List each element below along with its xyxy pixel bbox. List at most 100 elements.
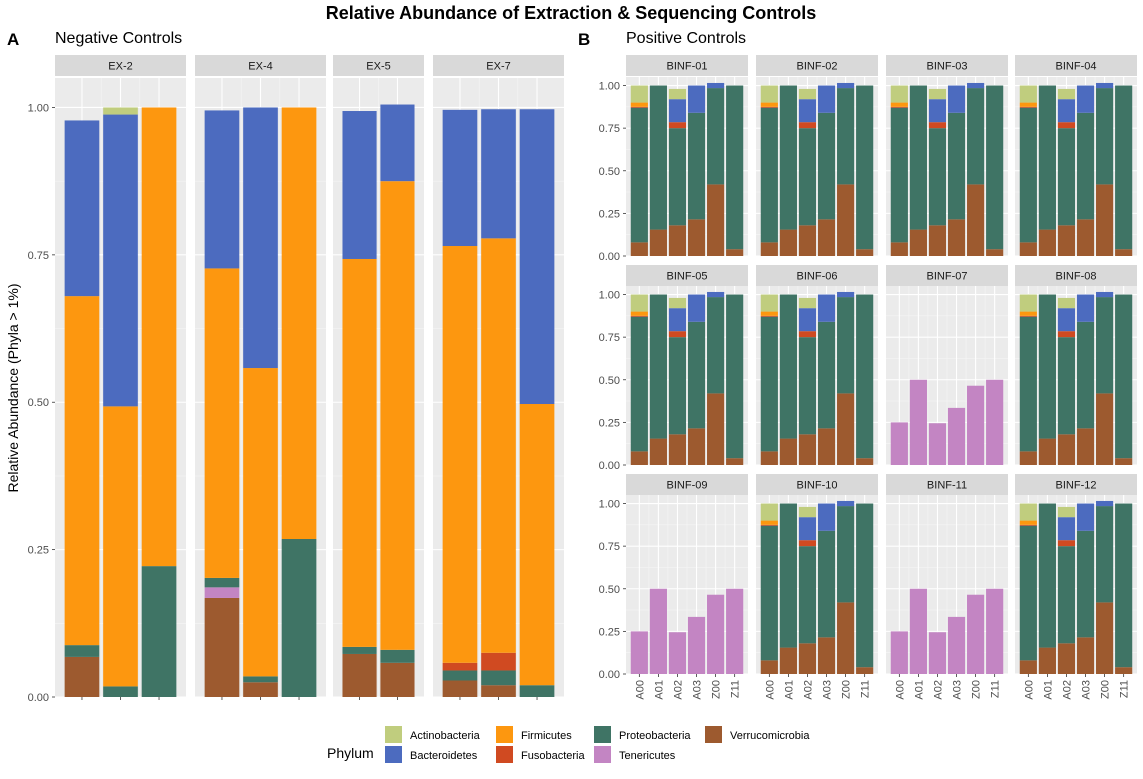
facet-ex-7-bar-2-firmicutes	[481, 238, 516, 653]
facet-binf-08-bar-3-fusobacteria	[1057, 331, 1076, 338]
facet-binf-11-strip-label: BINF-11	[927, 480, 967, 492]
facet-binf-05-bar-6	[726, 294, 744, 465]
y-axis-title: Relative Abundance (Phyla > 1%)	[5, 284, 21, 493]
facet-binf-02-strip-label: BINF-02	[797, 61, 838, 73]
facet-binf-04-strip-label: BINF-04	[1056, 61, 1097, 73]
facet-binf-04-strip-bg	[1015, 55, 1137, 76]
facet-binf-12-x-tick-label: Z11	[1119, 680, 1131, 698]
facet-ex-5-bar-1	[342, 111, 377, 697]
facet-ex-2-strip-bg	[55, 55, 186, 76]
facet-binf-09-y-tick-label: 0.50	[599, 584, 620, 596]
facet-binf-12-bar-1-verrucomicrobia	[1019, 660, 1037, 674]
figure-title: Relative Abundance of Extraction & Seque…	[326, 3, 816, 23]
facet-binf-03-bar-1-actinobacteria	[890, 85, 908, 103]
facet-ex-2-bar-3-firmicutes	[141, 107, 177, 567]
facet-binf-04-bar-1-proteobacteria	[1019, 107, 1037, 243]
facet-binf-04-strip: BINF-04	[1015, 55, 1137, 76]
facet-binf-02-bar-1-firmicutes	[760, 102, 778, 107]
facet-binf-05-bar-2	[649, 294, 667, 465]
facet-ex-5-strip-label: EX-5	[366, 61, 390, 73]
facet-binf-01-bar-2	[649, 85, 667, 256]
panel-b-letter: B	[578, 30, 590, 49]
facet-binf-05-bar-4	[687, 294, 706, 465]
facet-binf-02-bar-3-actinobacteria	[798, 88, 817, 100]
facet-binf-09-x-tick-label: A01	[653, 680, 665, 700]
facet-binf-10-bar-6-verrucomicrobia	[856, 667, 874, 674]
facet-binf-03-bar-3-actinobacteria	[928, 88, 947, 100]
facet-binf-03-bar-3-proteobacteria	[928, 128, 947, 226]
facet-binf-08-bar-3	[1057, 297, 1076, 465]
facet-binf-10-strip: BINF-10	[756, 474, 878, 495]
facet-binf-04-bar-6-verrucomicrobia	[1115, 249, 1133, 256]
facet-binf-04-bar-3-proteobacteria	[1057, 128, 1076, 226]
facet-binf-02-bar-1-verrucomicrobia	[760, 242, 778, 256]
facet-binf-04-bar-4-bacteroidetes	[1076, 85, 1095, 113]
facet-binf-03-bar-5-proteobacteria	[967, 88, 985, 185]
facet-binf-04-bar-5-proteobacteria	[1096, 88, 1114, 185]
facet-binf-07-strip-bg	[886, 265, 1008, 286]
facet-binf-12-x-tick-label: A03	[1081, 680, 1093, 700]
facet-binf-09-bar-6	[726, 588, 744, 674]
facet-ex-4-bar-3	[281, 107, 317, 697]
facet-binf-10-strip-bg	[756, 474, 878, 495]
facet-binf-09-strip-label: BINF-09	[667, 480, 708, 492]
facet-binf-07-strip-label: BINF-07	[927, 271, 968, 283]
facet-binf-04-bar-4-verrucomicrobia	[1076, 219, 1095, 256]
legend-label-proteobacteria: Proteobacteria	[619, 730, 691, 742]
facet-binf-01-strip: BINF-01	[626, 55, 748, 76]
facet-binf-10-bar-6-proteobacteria	[856, 503, 874, 668]
facet-binf-02-bar-1-actinobacteria	[760, 85, 778, 103]
facet-binf-04-bar-5-verrucomicrobia	[1096, 184, 1114, 256]
legend-item-actinobacteria: Actinobacteria	[385, 726, 481, 743]
facet-binf-03-bar-3	[928, 88, 947, 256]
facet-ex-2-bar-2-proteobacteria	[103, 686, 138, 697]
facet-binf-10-bar-4	[817, 503, 836, 674]
facet-binf-03-strip-bg	[886, 55, 1008, 76]
facet-binf-05-y-tick-label: 1.00	[599, 290, 620, 302]
facet-binf-10-x-tick-label: Z00	[841, 680, 853, 699]
facet-binf-12-bar-4-proteobacteria	[1076, 530, 1095, 638]
facet-ex-2-bar-3	[141, 107, 177, 697]
facet-binf-09-bar-5	[707, 594, 725, 674]
facet-binf-12-x-tick-label: A00	[1023, 680, 1035, 700]
facet-ex-2-strip-label: EX-2	[108, 61, 132, 73]
facet-binf-06: BINF-06	[756, 265, 878, 466]
facet-binf-02-bar-1-proteobacteria	[760, 107, 778, 243]
facet-binf-08-bar-2-verrucomicrobia	[1038, 438, 1056, 465]
facet-binf-05-bar-2-verrucomicrobia	[649, 438, 667, 465]
facet-binf-09-bar-3	[668, 632, 687, 674]
facet-binf-12-bar-3-verrucomicrobia	[1057, 643, 1076, 674]
facet-ex-2-bar-1	[64, 120, 100, 697]
facet-binf-07: BINF-07	[886, 265, 1008, 466]
facet-binf-03-bar-1-fusobacteria	[890, 106, 908, 108]
facet-binf-06-bar-4	[817, 294, 836, 465]
facet-binf-10-bar-1-verrucomicrobia	[760, 660, 778, 674]
facet-binf-08-bar-1-fusobacteria	[1019, 315, 1037, 317]
facet-ex-5-strip: EX-5	[333, 55, 424, 76]
facet-ex-4-bar-2-bacteroidetes	[243, 107, 278, 369]
facet-binf-12-bar-1	[1019, 503, 1037, 674]
facet-binf-06-bar-4-proteobacteria	[817, 321, 836, 429]
facet-binf-11-x-tick-label: Z11	[990, 680, 1002, 698]
facet-binf-02-bar-4-verrucomicrobia	[817, 219, 836, 256]
facet-binf-10-bar-1-firmicutes	[760, 520, 778, 525]
facet-binf-05-bar-5-proteobacteria	[707, 297, 725, 394]
facet-binf-10-bar-3-fusobacteria	[798, 540, 817, 547]
facet-ex-7-strip-label: EX-7	[486, 61, 510, 73]
facet-binf-12-bar-1-actinobacteria	[1019, 503, 1037, 521]
facet-binf-05-bar-1-actinobacteria	[630, 294, 648, 312]
facet-binf-10-bar-2	[779, 503, 797, 674]
facet-binf-06-bar-2-verrucomicrobia	[779, 438, 797, 465]
facet-binf-05-y-tick-label: 0.75	[599, 332, 620, 344]
facet-binf-12-bar-6	[1115, 503, 1133, 674]
facet-binf-01: BINF-01 0.00 0.25 0.50 0.75 1.00	[599, 55, 748, 263]
facet-binf-06-bar-3-verrucomicrobia	[798, 434, 817, 465]
facet-binf-12-bar-1-firmicutes	[1019, 520, 1037, 525]
facet-binf-08-bar-1-verrucomicrobia	[1019, 451, 1037, 465]
facet-binf-04-bar-2-verrucomicrobia	[1038, 229, 1056, 256]
facet-binf-08-bar-5	[1096, 291, 1114, 465]
facet-binf-06-bar-3-actinobacteria	[798, 297, 817, 309]
facet-ex-4: EX-4	[195, 55, 326, 700]
facet-binf-03: BINF-03	[886, 55, 1008, 257]
facet-binf-12-bar-1-fusobacteria	[1019, 524, 1037, 526]
